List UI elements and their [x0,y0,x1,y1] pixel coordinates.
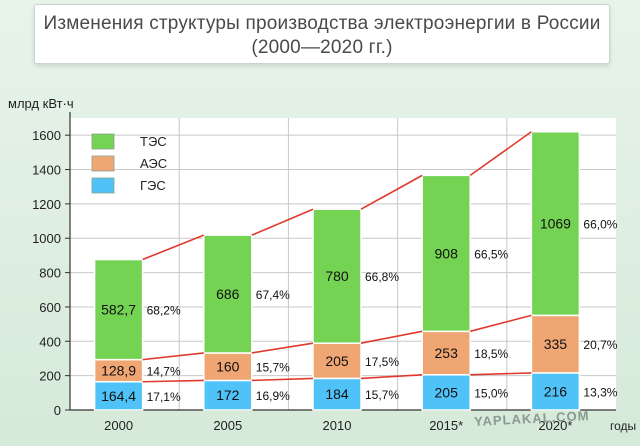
y-tick-label: 800 [39,266,61,281]
share-label: 15,7% [365,388,399,402]
data-label: 172 [216,387,240,403]
share-label: 20,7% [583,338,617,352]
bar-ТЭС-2010 [312,208,362,344]
trend-line [360,373,423,380]
y-axis-label: млрд кВт·ч [8,96,74,111]
share-label: 66,8% [365,270,399,284]
trend-line [469,131,532,177]
bar-ТЭС-2015* [421,174,471,333]
x-tick-label: 2005 [213,418,242,433]
y-tick-label: 600 [39,300,61,315]
data-label: 253 [435,345,459,361]
trend-line [142,352,204,361]
y-tick-label: 1400 [32,163,61,178]
y-tick-label: 200 [39,369,61,384]
chart-subtitle: (2000—2020 гг.) [251,37,393,58]
legend-label: ТЭС [140,134,167,149]
legend-swatch-ГЭС [91,177,115,194]
x-tick-label: 2020* [538,418,572,433]
data-label: 160 [216,359,240,375]
trend-line [251,377,314,382]
chart-title: Изменения структуры производства электро… [43,13,601,34]
bar-ТЭС-2005 [203,234,253,354]
share-label: 17,1% [147,390,181,404]
legend-swatch-АЭС [91,155,115,172]
title-box: Изменения структуры производства электро… [34,4,610,64]
share-label: 14,7% [147,365,181,379]
data-label: 780 [325,268,349,284]
bar-ГЭС-2000 [93,381,144,411]
legend-label: АЭС [140,156,167,171]
bar-АЭС-2005 [203,352,253,382]
trend-line [142,379,204,383]
data-label: 164,4 [101,388,136,404]
x-axis-label: годы [610,419,636,433]
share-label: 66,0% [583,218,617,232]
trend-line [251,342,314,354]
share-label: 13,3% [583,385,617,399]
y-tick-label: 1200 [32,197,61,212]
data-label: 184 [325,386,349,402]
data-label: 335 [544,336,568,352]
share-label: 15,7% [256,361,290,375]
data-label: 1069 [540,216,571,232]
data-label: 205 [325,353,349,369]
trend-line [360,174,423,210]
x-tick-label: 2010 [323,418,352,433]
data-label: 128,9 [101,363,136,379]
legend-swatch-ТЭС [91,133,115,150]
share-label: 16,9% [256,389,290,403]
data-label: 582,7 [101,302,136,318]
bar-АЭС-2015* [421,330,471,376]
data-label: 216 [544,383,568,399]
data-label: 205 [435,384,459,400]
legend-label: ГЭС [140,178,166,193]
share-label: 17,5% [365,355,399,369]
x-tick-label: 2015* [429,418,463,433]
trend-line [142,234,205,261]
y-tick-label: 0 [54,403,61,418]
bar-АЭС-2020* [530,314,581,374]
bar-ТЭС-2000 [93,258,144,361]
share-label: 18,5% [474,347,508,361]
trend-line [470,372,532,376]
y-tick-label: 400 [39,334,61,349]
data-label: 686 [216,286,240,302]
bar-ГЭС-2005 [203,379,253,411]
share-label: 66,5% [474,247,508,261]
share-label: 67,4% [256,288,290,302]
trend-line [251,208,314,236]
trend-line [360,330,423,344]
trend-line [469,314,532,333]
y-tick-label: 1000 [32,231,61,246]
share-label: 15,0% [474,386,508,400]
bar-ТЭС-2020* [530,130,581,317]
y-tick-label: 1600 [32,128,61,143]
data-label: 908 [435,245,459,261]
share-label: 68,2% [147,304,181,318]
x-tick-label: 2000 [104,418,133,433]
